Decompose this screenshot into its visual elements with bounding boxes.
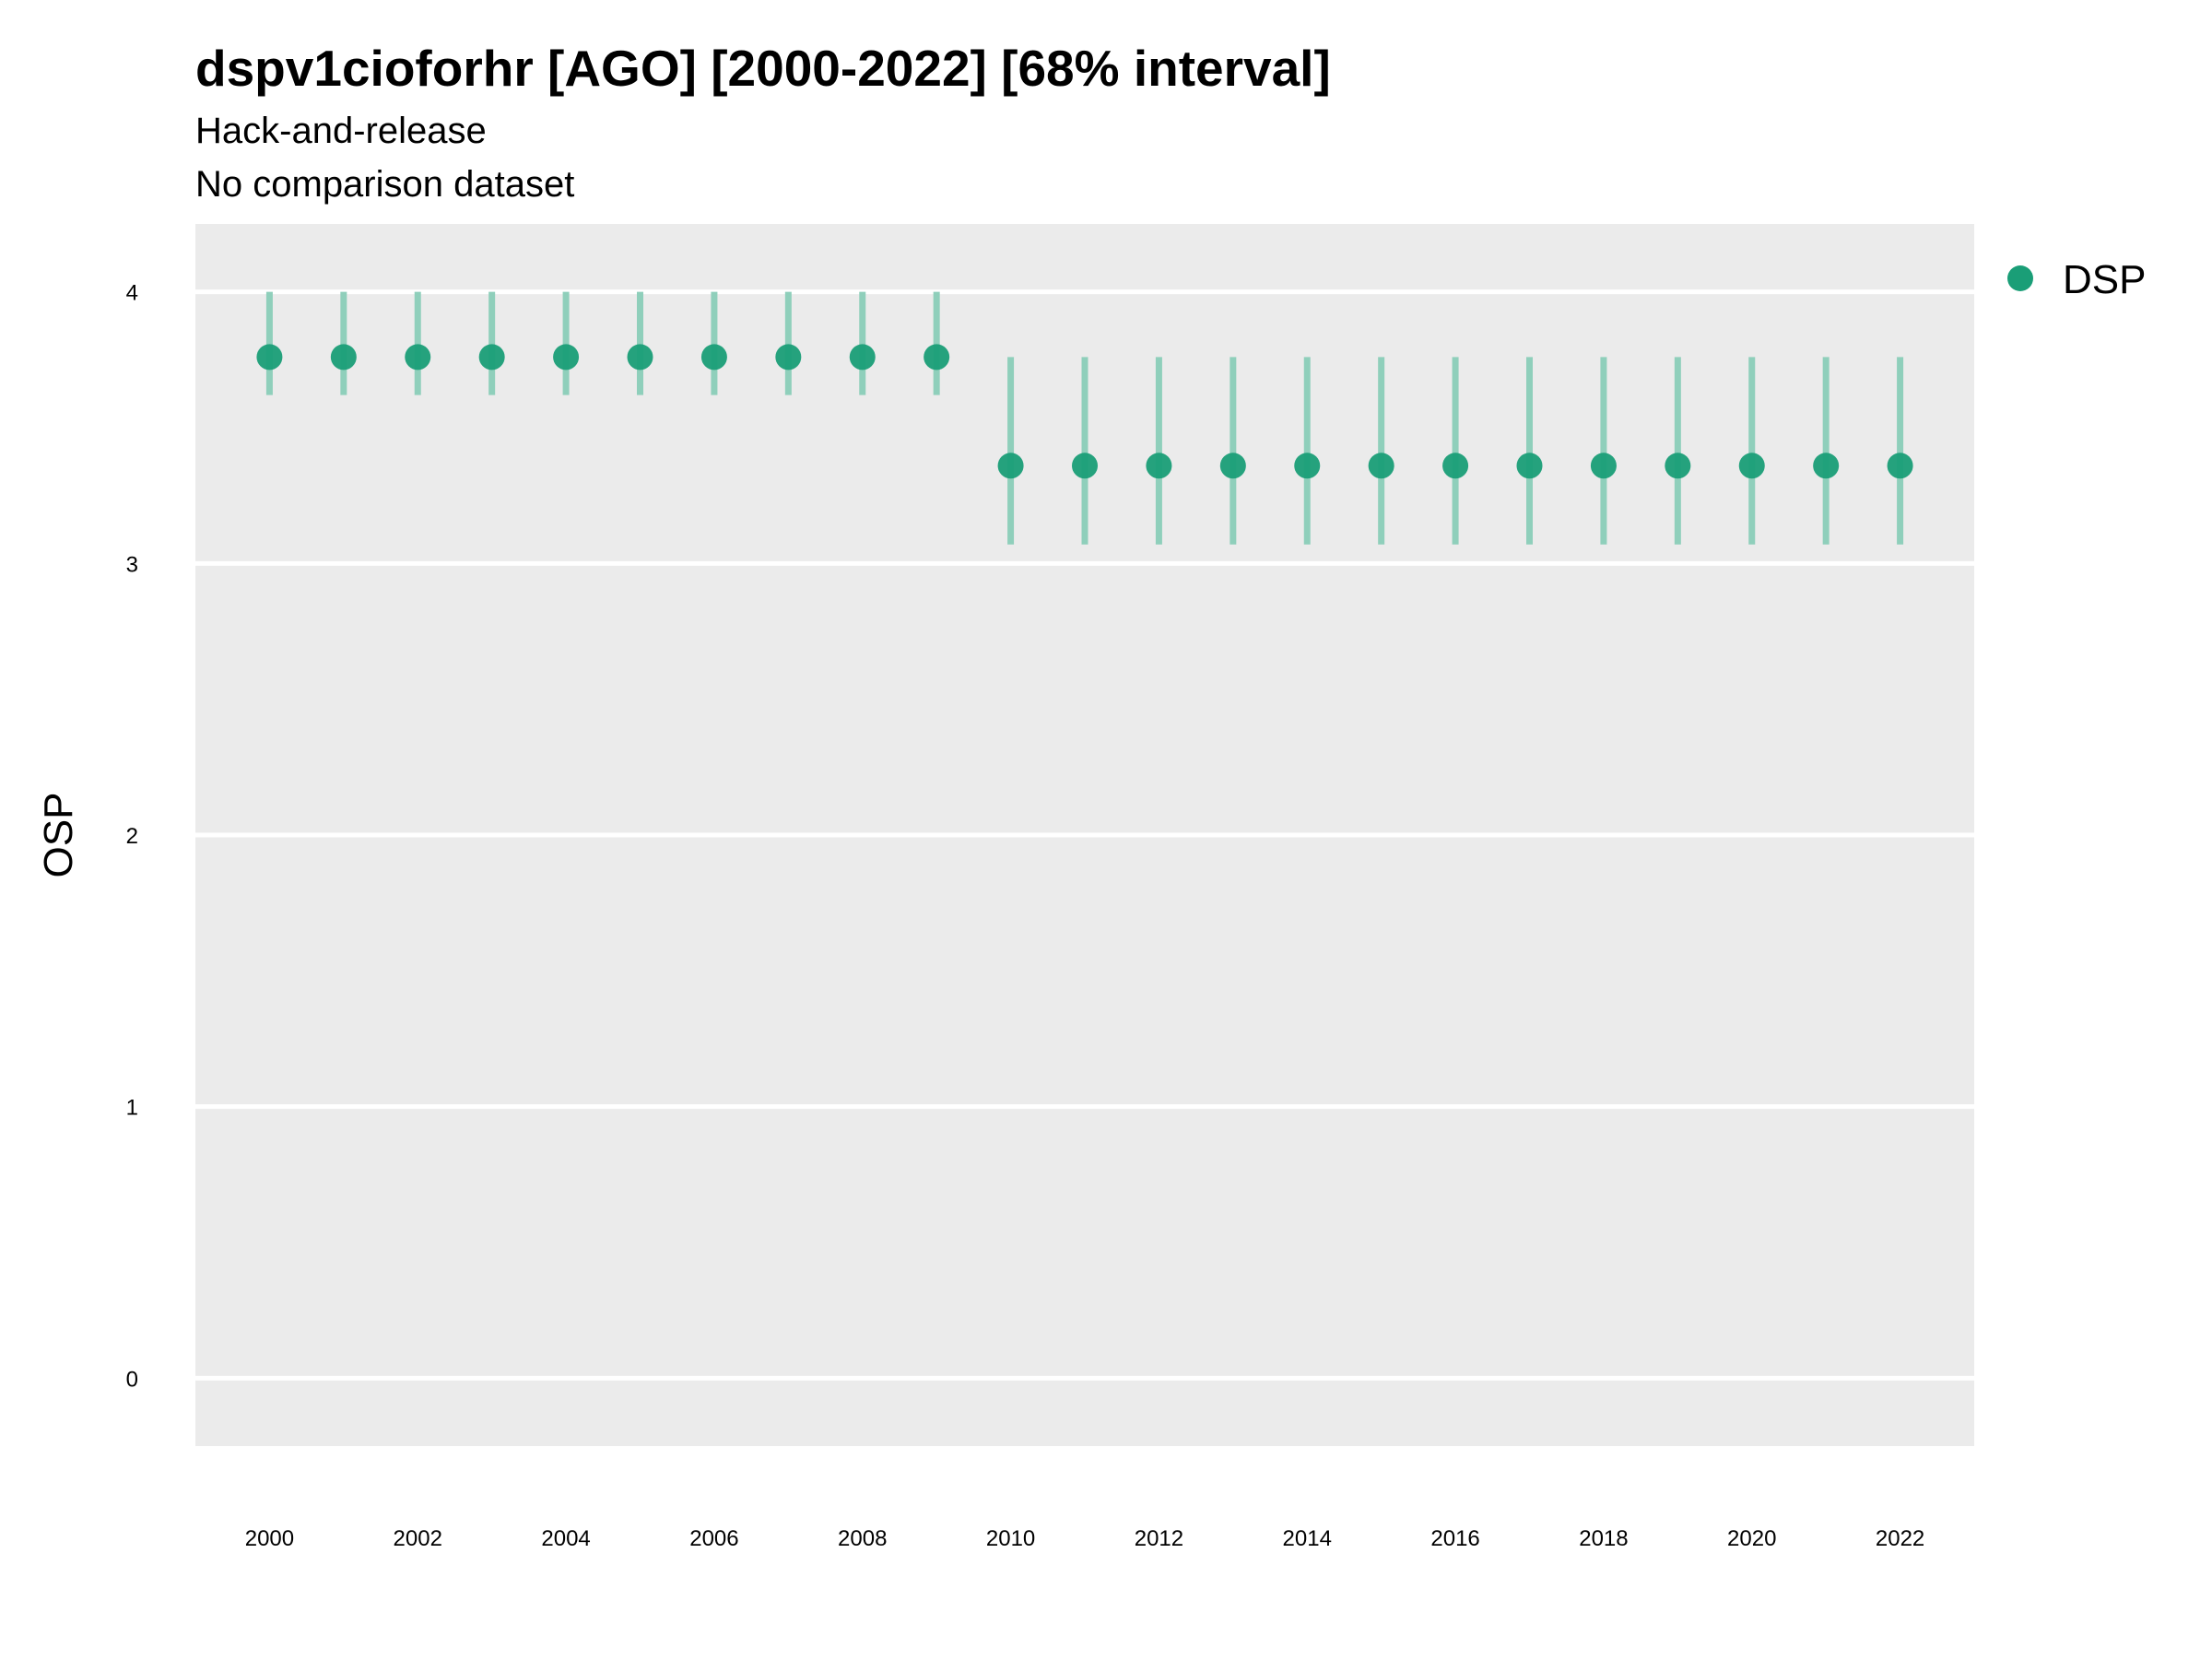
chart-title: dspv1cioforhr [AGO] [2000-2022] [68% int… [195,40,1331,97]
x-tick-label: 2022 [1876,1526,1924,1551]
data-point [478,344,505,371]
x-tick-label: 2020 [1727,1526,1776,1551]
data-point [700,344,727,371]
x-tick-label: 2014 [1283,1526,1332,1551]
data-point [1813,453,1840,479]
x-tick-label: 2012 [1135,1526,1183,1551]
data-point [997,453,1024,479]
legend-marker-dsp [2007,265,2033,291]
chart-subtitle-2: No comparison dataset [195,164,574,205]
gridlines [195,289,1974,1381]
legend-label-dsp: DSP [2063,257,2146,302]
data-point [1146,453,1172,479]
x-tick-label: 2016 [1430,1526,1479,1551]
data-point [1294,453,1321,479]
data-point [1665,453,1691,479]
x-tick-label: 2004 [541,1526,590,1551]
data-point [1887,453,1913,479]
data-point [627,344,653,371]
y-tick-label: 2 [126,824,138,849]
data-points [256,344,1913,479]
x-tick-label: 2002 [394,1526,442,1551]
interval-bars [265,291,1904,545]
data-point [1072,453,1098,479]
y-tick-labels: 0 1 2 3 4 [126,281,138,1393]
x-tick-label: 2000 [245,1526,294,1551]
y-tick-label: 0 [126,1367,138,1392]
data-point [1590,453,1617,479]
data-point [1368,453,1394,479]
data-point [405,344,431,371]
y-tick-label: 3 [126,552,138,577]
data-point [849,344,876,371]
data-point [1738,453,1765,479]
y-axis-label: OSP [36,793,81,878]
data-point [553,344,580,371]
data-point [1516,453,1543,479]
data-point [924,344,950,371]
data-point [1442,453,1469,479]
x-tick-label: 2006 [689,1526,738,1551]
y-tick-label: 1 [126,1096,138,1121]
legend: DSP [2007,257,2146,302]
data-point [256,344,283,371]
x-tick-label: 2010 [986,1526,1035,1551]
data-point [1219,453,1246,479]
x-tick-label: 2018 [1579,1526,1628,1551]
y-tick-label: 4 [126,281,138,306]
x-tick-label: 2008 [838,1526,887,1551]
x-tick-labels: 2000 2002 2004 2006 2008 2010 2012 2014 2016 2018… [245,1526,1925,1551]
chart-subtitle-1: Hack-and-release [195,111,487,151]
data-point [330,344,357,371]
data-point [775,344,802,371]
